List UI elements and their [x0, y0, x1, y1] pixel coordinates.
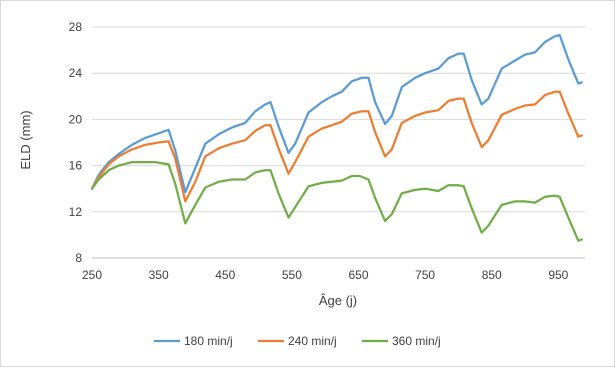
legend: 180 min/j 240 min/j 360 min/j — [154, 334, 441, 348]
x-tick-label: 950 — [548, 268, 568, 282]
series-line — [90, 33, 583, 194]
y-tick-label: 20 — [69, 112, 83, 126]
y-tick-label: 28 — [69, 20, 83, 34]
x-tick-label: 250 — [82, 268, 102, 282]
y-tick-label: 16 — [69, 159, 83, 173]
legend-label: 360 min/j — [392, 334, 441, 348]
gridlines — [92, 26, 585, 213]
series-line — [90, 160, 583, 242]
y-tick-label: 8 — [75, 251, 82, 265]
x-tick-label: 550 — [282, 268, 302, 282]
x-tick-label: 850 — [482, 268, 502, 282]
axes: 8 12 16 20 24 28 250 350 450 550 650 750 850 950 — [69, 20, 585, 282]
series-lines — [90, 33, 583, 242]
legend-label: 240 min/j — [288, 334, 337, 348]
y-axis-title: ELD (mm) — [18, 110, 33, 169]
x-axis-title: Âge (j) — [319, 293, 357, 308]
x-tick-label: 650 — [348, 268, 368, 282]
legend-label: 180 min/j — [184, 334, 233, 348]
x-tick-label: 350 — [149, 268, 169, 282]
y-tick-label: 12 — [69, 205, 83, 219]
y-tick-label: 24 — [69, 66, 83, 80]
x-tick-label: 750 — [415, 268, 435, 282]
series-line — [90, 90, 583, 203]
x-tick-label: 450 — [215, 268, 235, 282]
